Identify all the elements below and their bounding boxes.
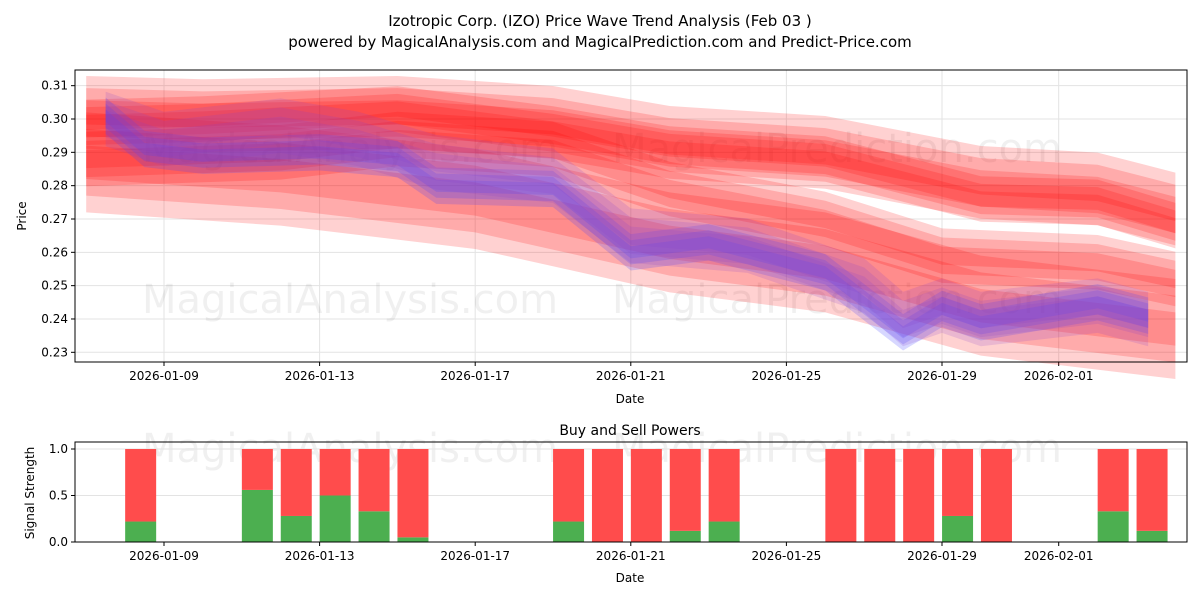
buy-bar [669,530,701,542]
x-tick-label: 2026-01-25 [752,549,822,563]
plot-frame [74,69,1188,363]
y-tick-label: 0.24 [41,312,68,326]
x-tick-label: 2026-01-09 [129,369,199,383]
watermark: MagicalPrediction.com [612,277,1062,323]
sell-bar [864,449,896,542]
sell-bar [942,449,974,516]
x-tick-label: 2026-02-01 [1024,549,1094,563]
x-tick-label: 2026-01-17 [440,549,510,563]
buy-bar [942,515,974,542]
x-tick-label: 2026-01-21 [596,369,666,383]
buy-bar [280,515,312,542]
signal-y-axis-label: Signal Strength [23,447,37,540]
sell-bar [630,449,662,542]
sell-bar [358,449,390,512]
y-tick-label: 0.25 [41,279,68,293]
signal-chart-title: Buy and Sell Powers [559,423,700,439]
x-tick-label: 2026-01-21 [596,549,666,563]
sell-bar [319,449,351,496]
band-blue-wave [105,97,1149,351]
y-tick-label: 0.23 [41,345,68,359]
buy-bar [1097,511,1129,542]
sell-bar [591,449,623,542]
x-axis-label: Date [616,392,645,406]
band-purple-wave [105,91,1149,347]
sell-bar [708,449,740,522]
x-tick-label: 2026-01-09 [129,549,199,563]
band-blue-wave [105,109,1149,339]
plot-frame [74,441,1188,543]
buy-bar [397,537,429,542]
sell-bar [397,449,429,538]
y-tick-label: 1.0 [49,442,68,456]
sell-bar [280,449,312,516]
band-mid-red [86,111,1176,307]
sell-bar [241,449,273,490]
y-tick-label: 0.29 [41,145,68,159]
sell-bar [125,449,157,522]
x-tick-label: 2026-02-01 [1024,369,1094,383]
signal-plot: MagicalAnalysis.comMagicalPrediction.com… [49,426,1188,563]
y-tick-label: 0.30 [41,112,68,126]
y-tick-label: 0.31 [41,79,68,93]
buy-bar [1136,530,1168,542]
band-mid-red [86,120,1176,298]
band-upper-red-wide [86,100,1176,222]
x-tick-label: 2026-01-29 [907,549,977,563]
signal-x-axis-label: Date [616,571,645,585]
band-purple-wave [105,109,1149,329]
chart-subtitle: powered by MagicalAnalysis.com and Magic… [288,33,912,51]
band-upper-red-wide [86,75,1176,246]
band-blue-wave [105,103,1149,345]
band-low-red-wide [86,112,1176,379]
y-axis-label: Price [15,201,29,230]
sell-bar [903,449,935,542]
band-low-red-wide [86,128,1176,363]
sell-bar [1136,449,1168,531]
band-upper-red-core [86,93,1176,241]
price-plot: 2026-01-09 2026-01-13 2026-01-17 2026-01-21… [41,69,1188,383]
buy-bar [358,511,390,542]
buy-bar [708,521,740,542]
x-tick-label: 2026-01-25 [752,369,822,383]
sell-bar [669,449,701,531]
band-mid-red [86,129,1176,289]
sell-bar [553,449,585,522]
buy-bar [553,521,585,542]
band-upper-red-wide [86,88,1176,234]
sell-bar [1097,449,1129,512]
x-tick-label: 2026-01-13 [285,369,355,383]
x-tick-label: 2026-01-13 [285,549,355,563]
band-purple-wave [105,100,1149,338]
y-tick-label: 0.5 [49,489,68,503]
sell-bar [980,449,1012,542]
buy-bar [125,521,157,542]
y-tick-label: 0.28 [41,179,68,193]
watermark: MagicalAnalysis.com [142,126,558,172]
watermark: MagicalPrediction.com [612,126,1062,172]
y-tick-label: 0.0 [49,535,68,549]
x-tick-label: 2026-01-29 [907,369,977,383]
sell-bar [825,449,857,542]
band-upper-red-core [86,86,1176,249]
buy-bar [241,489,273,542]
watermark: MagicalAnalysis.com [142,277,558,323]
chart-title: Izotropic Corp. (IZO) Price Wave Trend A… [388,12,812,30]
buy-bar [319,495,351,542]
x-tick-label: 2026-01-17 [440,369,510,383]
y-tick-label: 0.27 [41,212,68,226]
band-low-red-wide [86,145,1176,346]
band-upper-red-core [86,101,1176,234]
y-tick-label: 0.26 [41,245,68,259]
